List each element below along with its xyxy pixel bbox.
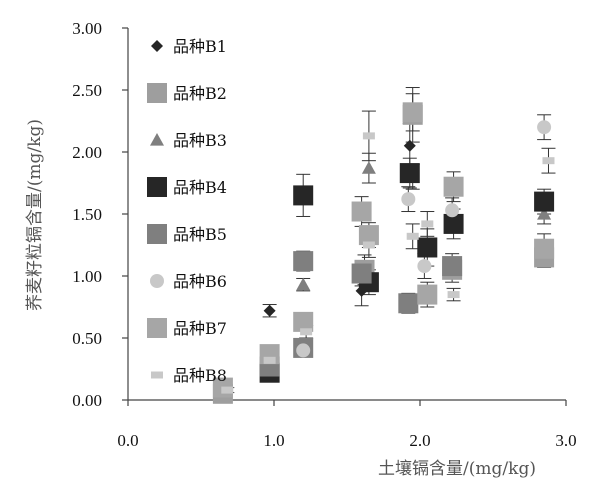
data-point-b8 bbox=[447, 291, 460, 299]
data-point-b7 bbox=[358, 225, 379, 246]
data-point-b4 bbox=[293, 185, 314, 206]
x-axis-label: 土壤镉含量/(mg/kg) bbox=[378, 458, 536, 479]
legend-label-b3: 品种B3 bbox=[173, 131, 227, 150]
legend-label-b1: 品种B1 bbox=[173, 37, 227, 56]
legend-marker-b3 bbox=[150, 133, 164, 146]
legend-label-b5: 品种B5 bbox=[173, 225, 227, 244]
data-point-b1 bbox=[263, 304, 276, 317]
data-point-b8 bbox=[406, 232, 419, 240]
legend-marker-b4 bbox=[147, 177, 167, 197]
data-point-b4 bbox=[417, 237, 438, 258]
data-point-b4 bbox=[534, 191, 555, 212]
data-point-b6 bbox=[417, 259, 432, 274]
data-point-b4 bbox=[399, 163, 420, 184]
data-point-b6 bbox=[296, 343, 311, 358]
legend-marker-b1 bbox=[151, 40, 163, 52]
data-point-b7 bbox=[534, 238, 555, 259]
x-tick-label: 2.0 bbox=[409, 431, 430, 450]
y-tick-label: 0.00 bbox=[72, 391, 102, 410]
data-point-b8 bbox=[263, 356, 276, 364]
x-tick-label: 3.0 bbox=[555, 431, 576, 450]
y-tick-label: 2.50 bbox=[72, 81, 102, 100]
legend-marker-b2 bbox=[147, 83, 167, 103]
legend-label-b8: 品种B8 bbox=[173, 366, 227, 385]
legend-marker-b8 bbox=[151, 371, 163, 379]
legend-label-b4: 品种B4 bbox=[173, 178, 227, 197]
axes: 0.00 0.50 1.00 1.50 2.00 2.50 3.00 0.0 1.0 2.0 3.0 bbox=[72, 19, 576, 450]
data-point-b7 bbox=[402, 102, 423, 123]
legend-marker-b6 bbox=[150, 274, 164, 288]
data-point-b3 bbox=[537, 207, 552, 220]
data-point-b6 bbox=[537, 120, 552, 135]
y-tick-label: 1.00 bbox=[72, 267, 102, 286]
legend-marker-b7 bbox=[147, 318, 167, 338]
data-point-b8 bbox=[300, 328, 313, 336]
y-axis-label: 荞麦籽粒镉含量/(mg/kg) bbox=[25, 119, 45, 311]
data-point-b7 bbox=[293, 311, 314, 332]
data-point-b3 bbox=[296, 277, 311, 291]
legend: 品种B1 品种B2 品种B3 品种B4 品种B5 品种B6 品种B7 品种B8 bbox=[147, 37, 227, 385]
data-point-b5 bbox=[442, 256, 463, 277]
y-tick-label: 3.00 bbox=[72, 19, 102, 38]
data-point-b8 bbox=[421, 220, 434, 228]
data-point-b7 bbox=[417, 284, 438, 305]
data-points bbox=[212, 102, 555, 404]
data-point-b5 bbox=[398, 293, 419, 314]
legend-marker-b5 bbox=[147, 224, 167, 244]
data-point-b8 bbox=[542, 157, 555, 165]
x-tick-label: 1.0 bbox=[263, 431, 284, 450]
data-point-b4 bbox=[443, 213, 464, 234]
data-point-b6 bbox=[401, 192, 416, 207]
data-point-b5 bbox=[351, 263, 372, 284]
data-point-b3 bbox=[361, 161, 376, 174]
legend-label-b2: 品种B2 bbox=[173, 84, 227, 103]
data-point-b7 bbox=[443, 176, 464, 197]
y-tick-label: 0.50 bbox=[72, 329, 102, 348]
data-point-b8 bbox=[362, 241, 375, 249]
legend-label-b6: 品种B6 bbox=[173, 272, 227, 291]
data-point-b1 bbox=[403, 139, 416, 152]
data-point-b6 bbox=[445, 203, 460, 218]
y-tick-label: 1.50 bbox=[72, 205, 102, 224]
legend-label-b7: 品种B7 bbox=[173, 319, 227, 338]
data-point-b5 bbox=[293, 251, 314, 272]
data-point-b8 bbox=[221, 386, 234, 394]
data-point-b8 bbox=[362, 132, 375, 140]
y-tick-label: 2.00 bbox=[72, 143, 102, 162]
x-tick-label: 0.0 bbox=[117, 431, 138, 450]
data-point-b7 bbox=[351, 201, 372, 222]
